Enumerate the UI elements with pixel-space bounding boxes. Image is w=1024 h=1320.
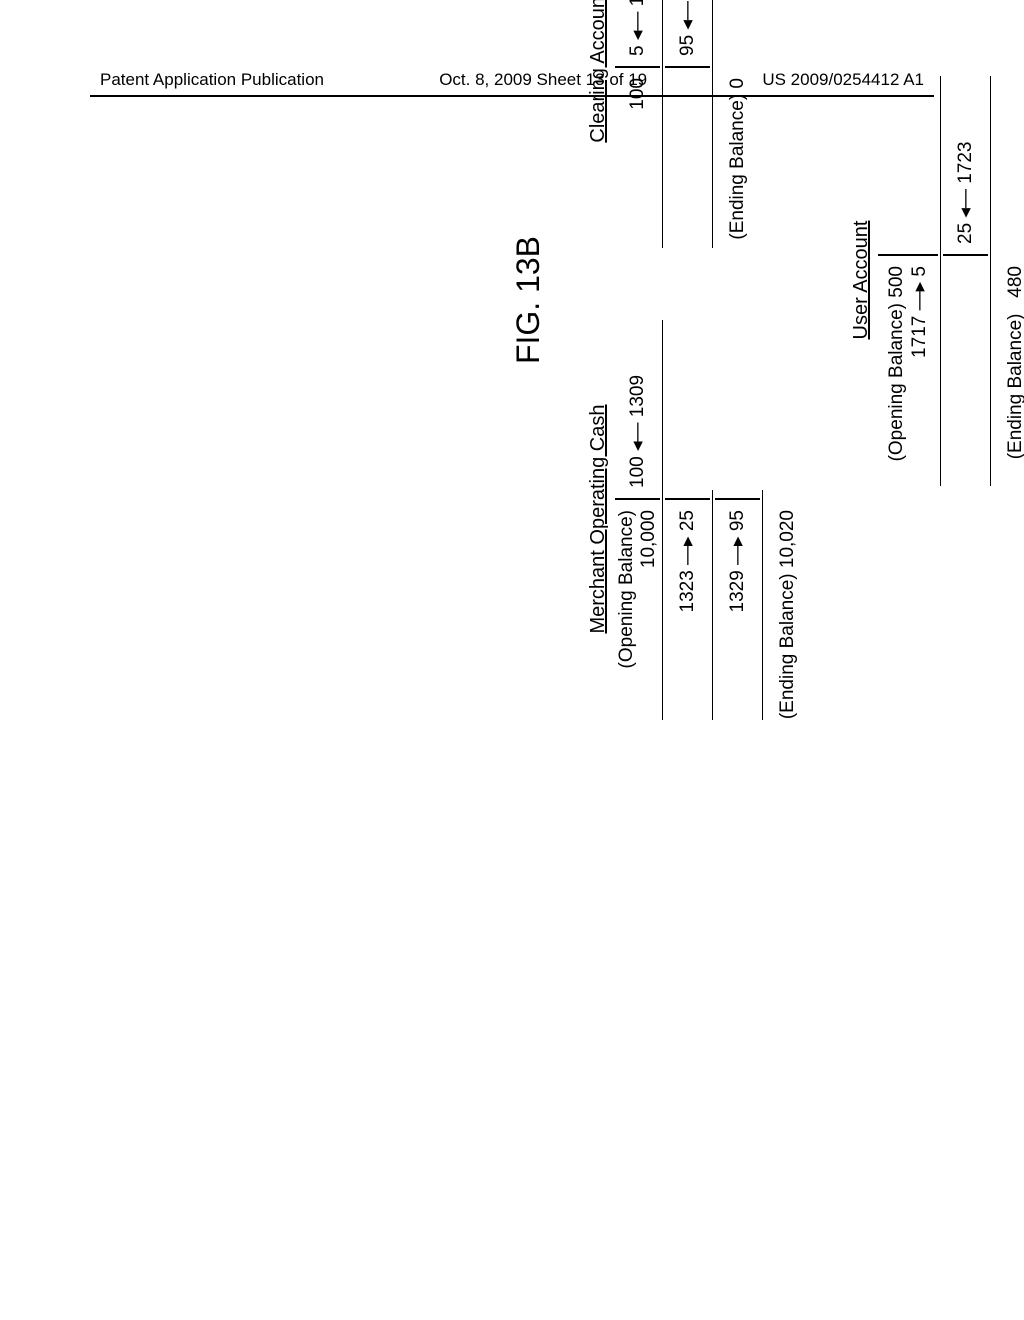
table-row: (Ending Balance) 10,020	[765, 318, 810, 720]
table-row: 25 ◂— 1723	[943, 74, 988, 486]
row-divider	[940, 76, 941, 486]
row-divider	[662, 320, 663, 720]
merchant-ending-balance: (Ending Balance) 10,020	[777, 500, 799, 720]
user-opening-line2: 1717 —▸ 5	[908, 266, 931, 486]
table-row: 1323 —▸ 25	[665, 318, 710, 720]
merchant-credit-1309: 100 ◂— 1309	[626, 318, 649, 498]
top-accounts-row: Merchant Operating Cash (Opening Balance…	[587, 0, 810, 720]
user-opening-line1: (Opening Balance) 500	[886, 266, 908, 486]
clearing-account: Clearing Account 100 5 ◂— 1717 95 ◂— 172…	[587, 0, 810, 248]
clearing-title: Clearing Account	[587, 0, 610, 248]
t-divider	[665, 498, 710, 500]
user-title: User Account	[850, 74, 873, 486]
clearing-debit-100: 100	[627, 68, 649, 248]
figure-content: FIG. 13B Merchant Operating Cash (Openin…	[510, 0, 1024, 720]
table-row: (Opening Balance) 500 1717 —▸ 5	[878, 74, 938, 486]
figure-title: FIG. 13B	[510, 0, 547, 780]
table-row: 100 5 ◂— 1717	[615, 0, 660, 248]
merchant-debit-1329: 1329 —▸ 95	[726, 500, 749, 720]
clearing-credit-1729: 95 ◂— 1729	[676, 0, 699, 66]
row-divider	[762, 490, 763, 720]
user-account: User Account (Opening Balance) 500 1717 …	[850, 74, 1024, 486]
t-divider	[615, 498, 660, 500]
row-divider	[662, 0, 663, 248]
table-row: 1329 —▸ 95	[715, 318, 760, 720]
merchant-account: Merchant Operating Cash (Opening Balance…	[587, 318, 810, 720]
t-divider	[943, 254, 988, 256]
clearing-ending-balance: (Ending Balance) 0	[727, 68, 749, 248]
user-t-account: (Opening Balance) 500 1717 —▸ 5 25 ◂— 17…	[878, 74, 1024, 486]
table-row: (Opening Balance) 10,000 100 ◂— 1309	[615, 318, 660, 720]
table-row: (Ending Balance) 0	[715, 0, 760, 248]
merchant-opening-balance: (Opening Balance) 10,000	[616, 500, 660, 720]
user-account-wrap: User Account (Opening Balance) 500 1717 …	[850, 0, 1024, 740]
t-divider	[665, 66, 710, 68]
row-divider	[712, 490, 713, 720]
merchant-debit-1323: 1323 —▸ 25	[676, 500, 699, 720]
t-divider	[878, 254, 938, 256]
table-row: 95 ◂— 1729	[665, 0, 710, 248]
user-credit-1723: 25 ◂— 1723	[954, 74, 977, 254]
merchant-t-account: (Opening Balance) 10,000 100 ◂— 1309 132…	[615, 318, 810, 720]
clearing-credit-1717: 5 ◂— 1717	[626, 0, 649, 66]
clearing-t-account: 100 5 ◂— 1717 95 ◂— 1729 (Ending Balance…	[615, 0, 760, 248]
header-left: Patent Application Publication	[100, 70, 324, 90]
row-divider	[990, 76, 991, 486]
table-row: (Ending Balance) 480	[993, 74, 1024, 486]
t-divider	[715, 498, 760, 500]
row-divider	[712, 0, 713, 248]
user-ending-balance: (Ending Balance) 480	[1005, 256, 1024, 486]
user-opening-balance: (Opening Balance) 500 1717 —▸ 5	[886, 256, 931, 486]
merchant-title: Merchant Operating Cash	[587, 318, 610, 720]
t-divider	[615, 66, 660, 68]
